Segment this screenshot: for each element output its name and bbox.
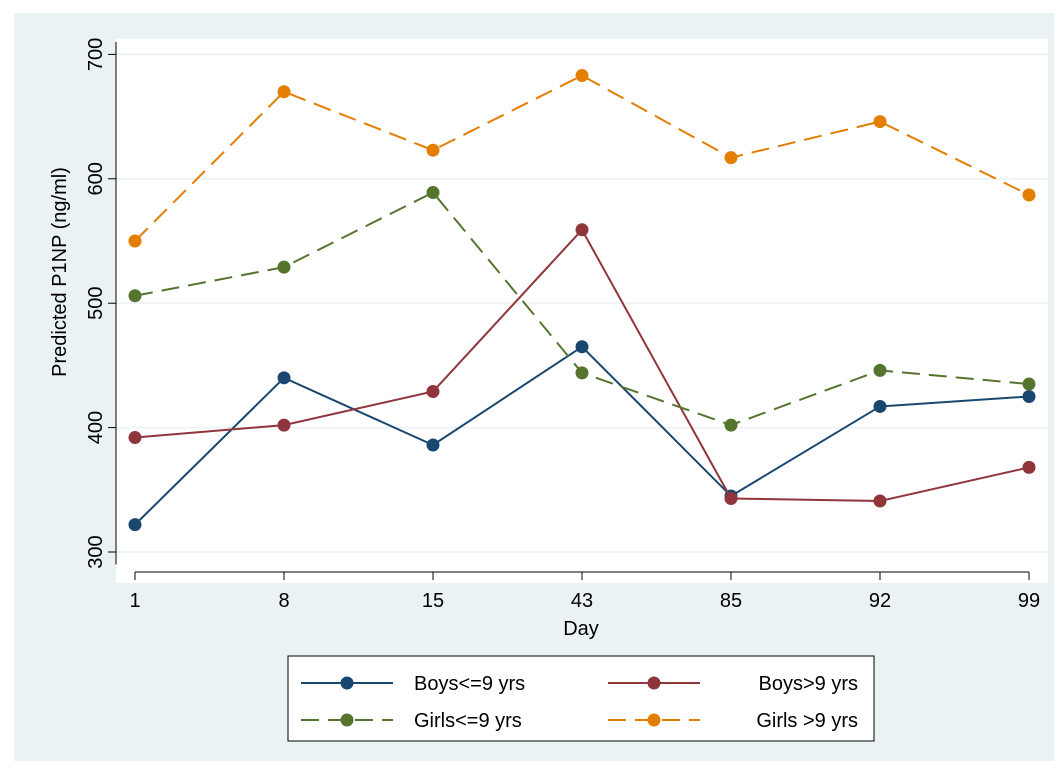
data-point-girls-9-yrs-92: [873, 363, 887, 377]
y-axis-label: Predicted P1NP (ng/ml): [49, 167, 71, 377]
data-point-girls-9-yrs-43: [575, 366, 589, 380]
data-point-girls-9-yrs-8: [277, 85, 291, 99]
data-point-girls-9-yrs-85: [724, 151, 738, 165]
data-point-boys-9-yrs-15: [426, 385, 440, 399]
data-point-girls-9-yrs-99: [1022, 377, 1036, 391]
grid-lines: [116, 53, 1048, 553]
data-point-girls-9-yrs-1: [128, 289, 142, 303]
legend-label-girls-9-yrs: Girls<=9 yrs: [414, 710, 522, 732]
x-tick-label-99: 99: [1018, 590, 1040, 612]
x-tick-label-92: 92: [869, 590, 891, 612]
data-point-boys-9-yrs-1: [128, 518, 142, 532]
axes-group: 300 400 500 600 700 1 8 15 43 85 92 99: [85, 38, 1040, 612]
data-point-boys-9-yrs-1: [128, 431, 142, 445]
data-point-boys-9-yrs-43: [575, 223, 589, 237]
y-tick-label-300: 300: [85, 535, 107, 568]
x-tick-label-43: 43: [571, 590, 593, 612]
legend-label-boys-9-yrs: Boys>9 yrs: [759, 673, 858, 695]
y-tick-label-500: 500: [85, 287, 107, 320]
legend-marker-boys-9-yrs: [647, 676, 661, 690]
data-point-girls-9-yrs-92: [873, 115, 887, 129]
legend-label-boys-9-yrs: Boys<=9 yrs: [414, 673, 525, 695]
legend-marker-boys-9-yrs: [340, 676, 354, 690]
data-point-girls-9-yrs-1: [128, 234, 142, 248]
data-point-girls-9-yrs-15: [426, 143, 440, 157]
data-point-boys-9-yrs-92: [873, 494, 887, 508]
x-tick-label-15: 15: [422, 590, 444, 612]
data-point-boys-9-yrs-15: [426, 438, 440, 452]
plot-area: [116, 39, 1048, 583]
y-tick-label-700: 700: [85, 38, 107, 71]
data-point-boys-9-yrs-8: [277, 418, 291, 432]
data-point-boys-9-yrs-85: [724, 492, 738, 506]
data-point-girls-9-yrs-43: [575, 69, 589, 83]
data-point-boys-9-yrs-43: [575, 340, 589, 354]
data-point-boys-9-yrs-92: [873, 399, 887, 413]
data-point-boys-9-yrs-99: [1022, 460, 1036, 474]
legend-label-girls-9-yrs: Girls >9 yrs: [756, 710, 858, 732]
data-point-girls-9-yrs-99: [1022, 188, 1036, 202]
data-point-boys-9-yrs-99: [1022, 390, 1036, 403]
legend: Boys<=9 yrs Boys>9 yrs Girls<=9 yrs Girls >…: [287, 655, 875, 742]
x-tick-label-85: 85: [720, 590, 742, 612]
line-chart: 300 400 500 600 700 1 8 15 43 85 92 99 Predicted P1…: [49, 38, 1048, 742]
data-point-girls-9-yrs-15: [426, 185, 440, 199]
chart-figure: 300 400 500 600 700 1 8 15 43 85 92 99 Predicted P1…: [14, 13, 1054, 761]
series-group: [128, 69, 1036, 532]
x-tick-label-1: 1: [129, 590, 140, 612]
legend-marker-girls-9-yrs: [647, 713, 661, 727]
data-point-girls-9-yrs-85: [724, 418, 738, 432]
legend-marker-girls-9-yrs: [340, 713, 354, 727]
data-point-boys-9-yrs-8: [277, 371, 291, 385]
y-tick-label-600: 600: [85, 162, 107, 195]
x-axis-label: Day: [563, 618, 599, 640]
data-point-girls-9-yrs-8: [277, 260, 291, 274]
y-tick-label-400: 400: [85, 411, 107, 444]
x-tick-label-8: 8: [278, 590, 289, 612]
legend-box: [287, 655, 875, 742]
